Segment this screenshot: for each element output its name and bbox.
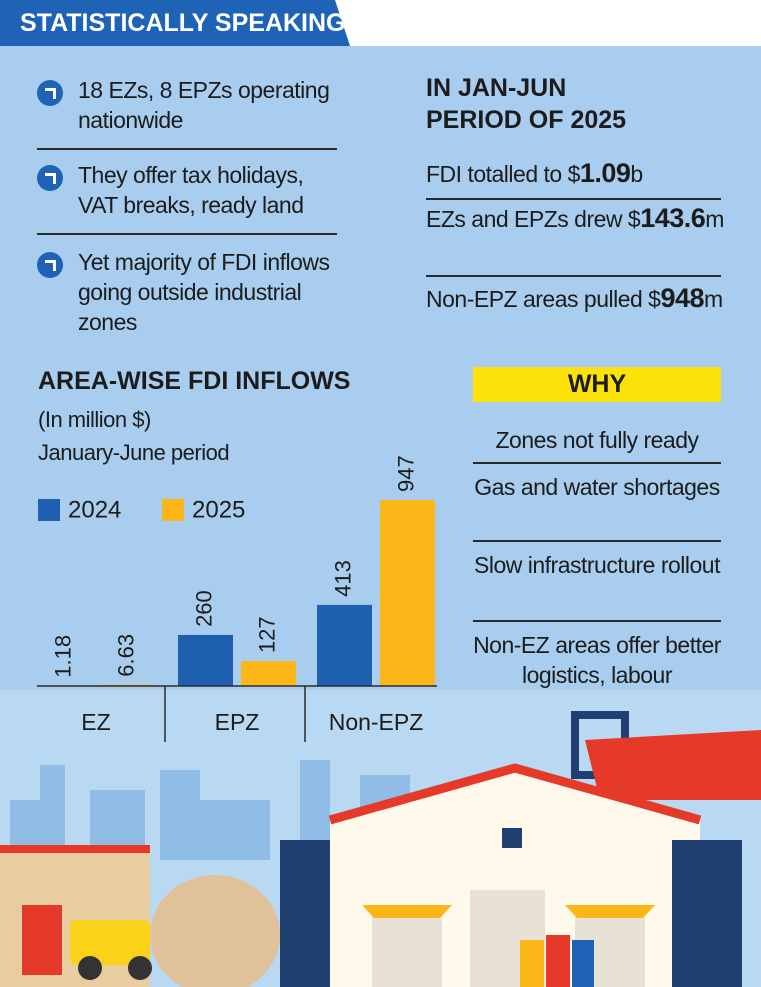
bullet-icon <box>37 252 63 278</box>
value-label: 947 <box>393 455 418 492</box>
value-label: 127 <box>254 616 279 653</box>
why-item: Slow infrastructure rollout <box>474 552 721 578</box>
divider <box>426 198 721 200</box>
x-tick-label: EZ <box>81 709 110 735</box>
bar <box>317 604 372 686</box>
value-label: 260 <box>191 590 216 627</box>
divider <box>473 620 721 622</box>
bullet: They offer tax holidays, VAT breaks, rea… <box>78 162 304 218</box>
value-label: 6.63 <box>113 634 138 677</box>
legend-swatch <box>38 499 60 521</box>
bar <box>380 500 435 686</box>
stat-unit: m <box>705 206 724 232</box>
stat-unit: m <box>704 286 723 312</box>
why-title: WHY <box>473 367 721 402</box>
summary-title: IN JAN-JUN PERIOD OF 2025 <box>426 74 627 134</box>
bar <box>178 634 233 686</box>
why-item: Gas and water shortages <box>474 474 720 500</box>
why-item: Zones not fully ready <box>495 427 699 453</box>
x-tick-label: EPZ <box>215 709 260 735</box>
divider <box>37 148 337 150</box>
stat: FDI totalled to $1.09b <box>426 158 726 189</box>
stat-text: Non-EPZ areas pulled $ <box>426 286 661 312</box>
stat: Non-EPZ areas pulled $948m <box>426 283 726 314</box>
illustration <box>0 690 761 987</box>
stat-figure: 948 <box>660 283 705 313</box>
stat-unit: b <box>630 161 643 187</box>
divider <box>473 540 721 542</box>
stat-figure: 143.6 <box>640 203 706 233</box>
legend-label: 2025 <box>192 496 245 523</box>
chart-subtitle: (In million $) <box>38 407 151 432</box>
bullet: Yet majority of FDI inflows going outsid… <box>78 249 330 335</box>
bar <box>241 661 296 686</box>
divider <box>473 462 721 464</box>
why-item: Non-EZ areas offer better logistics, lab… <box>473 632 721 688</box>
divider <box>37 233 337 235</box>
stat-figure: 1.09 <box>579 158 631 188</box>
divider <box>426 275 721 277</box>
stat-text: EZs and EPZs drew $ <box>426 206 641 232</box>
legend-label: 2024 <box>68 496 121 523</box>
bullet-icon <box>37 165 63 191</box>
header-title: STATISTICALLY SPEAKING <box>0 0 350 46</box>
value-label: 1.18 <box>50 635 75 678</box>
bullet-icon <box>37 80 63 106</box>
value-label: 413 <box>330 560 355 597</box>
stat: EZs and EPZs drew $143.6m <box>426 203 726 234</box>
legend-swatch <box>162 499 184 521</box>
chart-title: AREA-WISE FDI INFLOWS <box>38 367 351 395</box>
x-tick-label: Non-EPZ <box>329 709 424 735</box>
chart-period: January-June period <box>38 440 230 465</box>
stat-text: FDI totalled to $ <box>426 161 580 187</box>
bullet: 18 EZs, 8 EPZs operating nationwide <box>78 77 330 133</box>
